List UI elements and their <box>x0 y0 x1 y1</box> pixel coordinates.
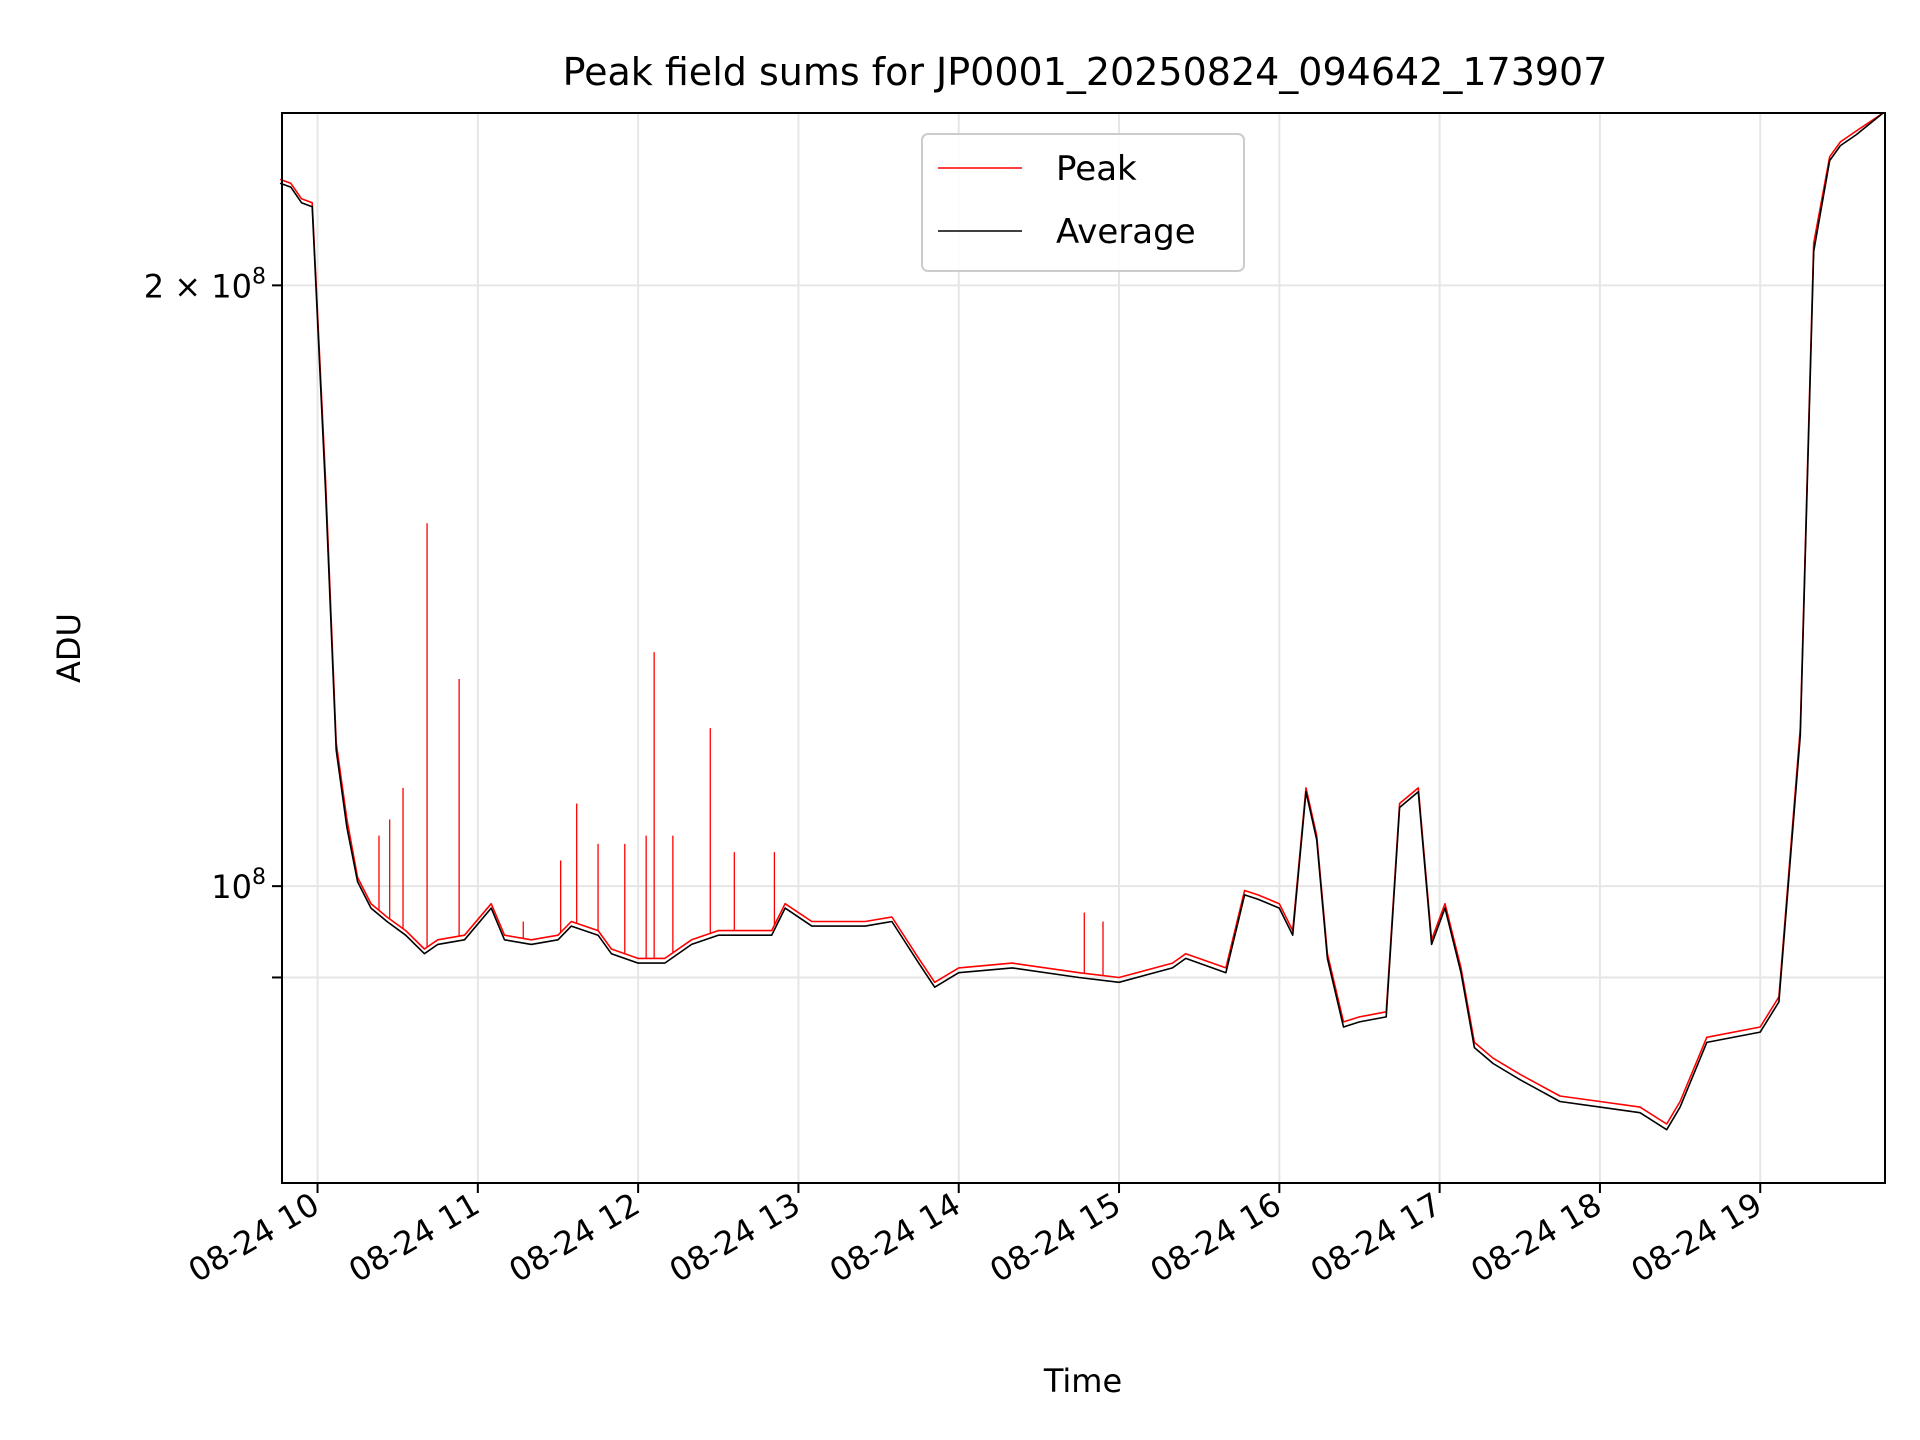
x-axis-label: Time <box>1043 1362 1122 1400</box>
legend-label-average: Average <box>1056 212 1196 252</box>
grid <box>282 113 1885 1183</box>
series-line-peak <box>279 112 1884 1125</box>
legend: Peak Average <box>921 133 1245 272</box>
chart-title: Peak field sums for JP0001_20250824_0946… <box>563 50 1608 94</box>
legend-label-peak: Peak <box>1056 149 1137 189</box>
plot-area-frame <box>281 112 1886 1184</box>
y-axis: 2 × 108 108 <box>144 264 282 979</box>
y-tick-label: 2 × 108 <box>144 264 266 305</box>
series-line-average <box>279 112 1884 1131</box>
y-axis-label: ADU <box>50 613 88 683</box>
y-tick-label: 108 <box>211 865 266 906</box>
series-layer <box>279 112 1884 1131</box>
